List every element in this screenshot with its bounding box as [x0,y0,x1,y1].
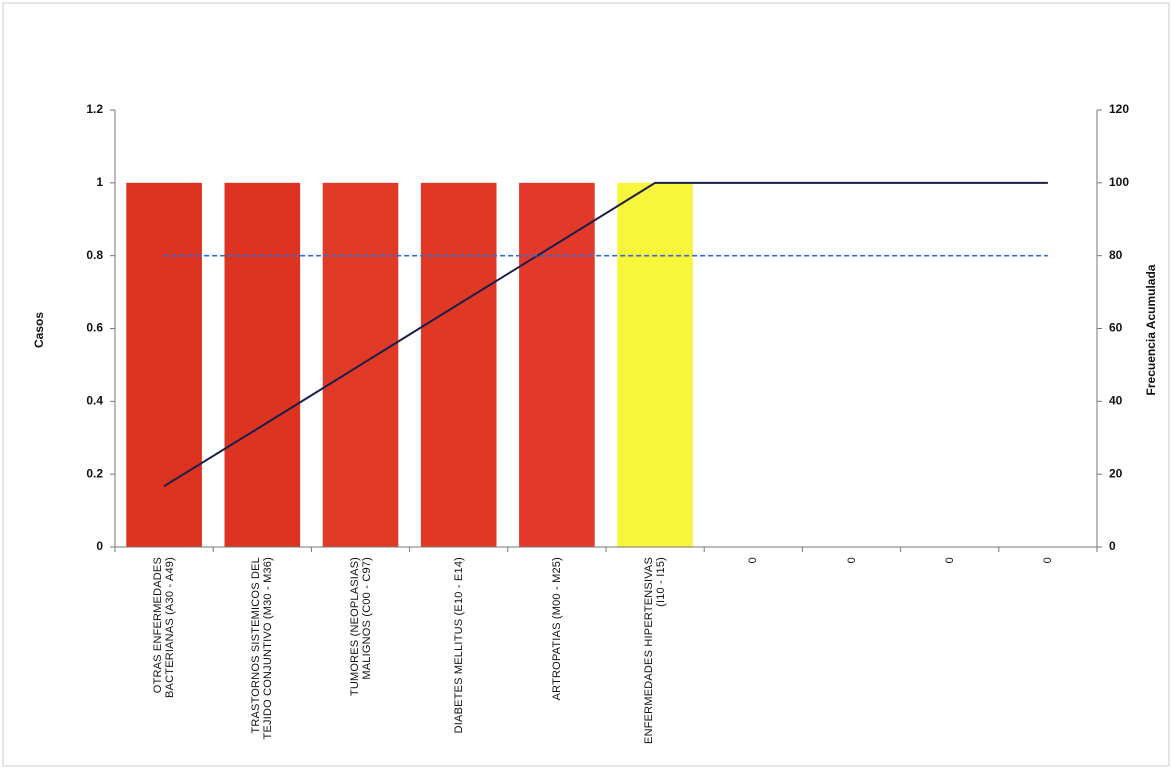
bar [519,182,595,548]
y-tick-label: 0.2 [86,466,103,480]
bar [420,182,497,548]
x-tick-label: 0 [845,557,858,564]
x-tick-label: TRASTORNOS SISTEMICOS DEL TEJIDO CONJUNT… [250,557,275,740]
y-axis-title: Casos [32,312,46,348]
y-tick-label: 0.6 [86,321,103,335]
x-tick-label: ENFERMEDADES HIPERTENSIVAS (I10 - I15) [643,557,668,744]
y-tick-label: 0.8 [86,248,103,262]
x-tick-label: 0 [943,557,956,564]
y-tick-label: 1 [96,175,103,189]
y2-tick-label: 40 [1109,394,1123,408]
x-tick-label: DIABETES MELLITUS (E10 - E14) [452,557,465,734]
x-tick-label: 0 [1041,557,1054,564]
y2-tick-label: 80 [1109,248,1123,262]
y2-axis-title: Frecuencia Acumulada [1144,264,1158,395]
y-tick-label: 0 [96,539,103,553]
y2-tick-label: 100 [1109,175,1129,189]
cumulative-line [163,181,1048,488]
y2-tick-label: 120 [1109,102,1129,116]
y2-tick-label: 20 [1109,466,1123,480]
y-tick-label: 1.2 [86,102,103,116]
x-tick-label: OTRAS ENFERMEDADES BACTERIANAS (A30 - A4… [152,557,177,698]
bar [126,182,202,548]
x-tick-label: TUMORES (NEOPLASIAS) MALIGNOS (C00 - C97… [348,557,373,697]
x-tick-label: 0 [747,557,760,564]
y2-tick-label: 60 [1109,321,1123,335]
bar [617,182,693,548]
x-tick-label: ARTROPATIAS (M00 - M25) [550,557,563,701]
y2-tick-label: 0 [1109,539,1116,553]
y-tick-label: 0.4 [86,394,103,408]
bar [224,182,301,548]
